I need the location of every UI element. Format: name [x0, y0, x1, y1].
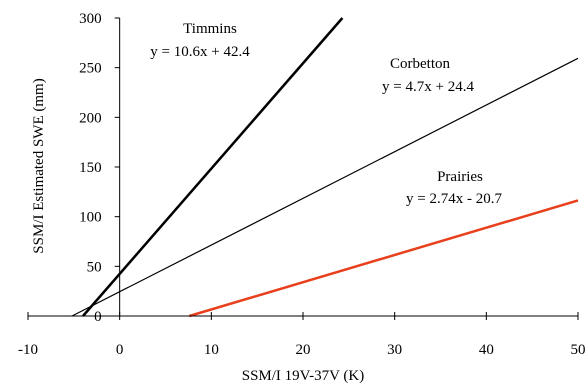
series-line-corbetton — [71, 57, 579, 317]
series-name-prairies: Prairies — [437, 169, 483, 185]
x-tick-label: 30 — [387, 342, 402, 358]
x-tick-label: 0 — [116, 342, 124, 358]
series-line-prairies — [188, 199, 579, 318]
x-axis-title: SSM/I 19V-37V (K) — [242, 368, 365, 384]
x-tick-label: 10 — [204, 342, 219, 358]
y-tick-label: 250 — [79, 61, 102, 77]
y-tick-label: 150 — [79, 160, 102, 176]
series-equation-timmins: y = 10.6x + 42.4 — [150, 44, 250, 60]
x-tick-label: -10 — [18, 342, 38, 358]
y-tick-label: 100 — [79, 210, 102, 226]
series-name-corbetton: Corbetton — [390, 56, 450, 72]
series-equation-prairies: y = 2.74x - 20.7 — [406, 191, 502, 207]
y-tick-label: 300 — [79, 11, 102, 27]
x-tick-label: 50 — [571, 342, 586, 358]
y-axis-title: SSM/I Estimated SWE (mm) — [31, 78, 47, 253]
plot-lines — [71, 17, 579, 318]
ticks: -10 0 10 20 30 40 50 0 50 100 150 200 250 300 — [18, 11, 586, 358]
x-tick-label: 20 — [296, 342, 311, 358]
x-tick-label: 40 — [479, 342, 494, 358]
series-equation-corbetton: y = 4.7x + 24.4 — [382, 79, 474, 95]
y-tick-label: 200 — [79, 110, 102, 126]
series-name-timmins: Timmins — [183, 21, 237, 37]
y-tick-label: 50 — [87, 259, 102, 275]
series-line-timmins — [82, 17, 344, 317]
y-tick-label: 0 — [94, 309, 102, 325]
